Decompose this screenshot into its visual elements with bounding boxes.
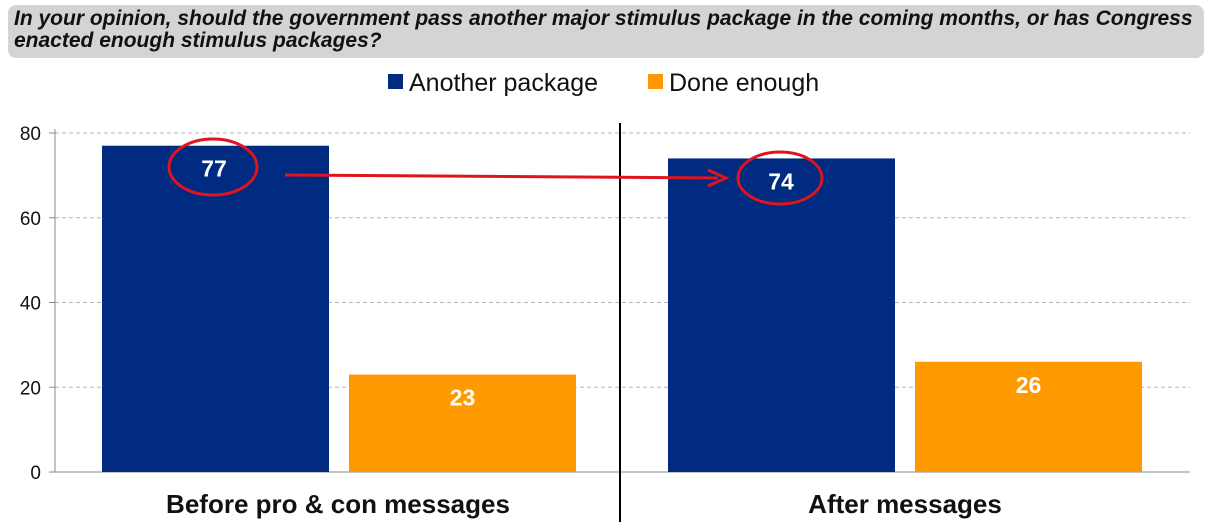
bar-done-enough-0 <box>349 374 576 472</box>
data-label-done-enough-1: 26 <box>1016 372 1042 398</box>
y-tick-label-40: 40 <box>20 294 41 315</box>
change-arrow-head <box>707 168 730 188</box>
category-label-0: Before pro & con messages <box>166 489 510 519</box>
y-tick-label-20: 20 <box>20 378 41 399</box>
highlight-circle-after <box>736 150 824 206</box>
legend-label-another-package: Another package <box>409 69 598 97</box>
y-tick-label-80: 80 <box>20 124 41 145</box>
axes: 0 20 40 60 80 Before pro & con messages After … <box>20 123 1190 522</box>
category-label-1: After messages <box>808 489 1002 519</box>
bar-another-package-1 <box>668 158 895 473</box>
data-label-another-package-1: 74 <box>768 168 794 194</box>
bars <box>102 145 1142 473</box>
chart-title: In your opinion, should the government p… <box>14 7 1193 52</box>
bar-done-enough-1 <box>915 361 1142 472</box>
legend: Another package Done enough <box>388 69 819 97</box>
question-box: In your opinion, should the government p… <box>8 5 1204 58</box>
bar-another-package-0 <box>102 145 329 472</box>
y-tick-label-60: 60 <box>20 209 41 230</box>
change-arrow-line <box>284 173 719 180</box>
legend-swatch-done-enough <box>648 74 663 89</box>
data-label-done-enough-0: 23 <box>450 385 476 411</box>
data-labels: 77 23 74 26 <box>201 156 1041 411</box>
annotations <box>167 137 824 206</box>
legend-label-done-enough: Done enough <box>669 69 819 97</box>
y-tick-label-0: 0 <box>30 463 41 484</box>
legend-swatch-another-package <box>388 74 403 89</box>
highlight-circle-before <box>167 137 259 197</box>
data-label-another-package-0: 77 <box>201 156 227 182</box>
